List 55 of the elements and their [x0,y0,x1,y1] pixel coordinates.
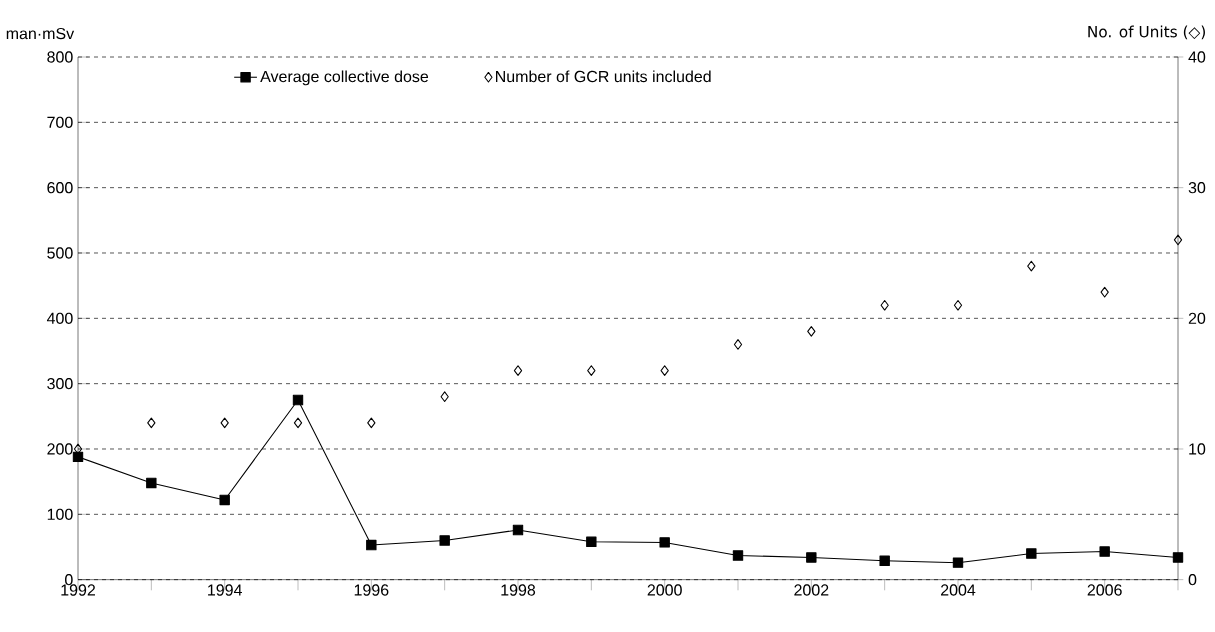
y-axis-title: man·mSv [6,28,75,40]
y2-axis-title: No. of Units (◇) [1088,25,1205,40]
point [733,339,743,350]
point [1099,546,1110,557]
point [293,417,303,429]
point [513,365,523,377]
point [512,524,524,536]
point [659,537,670,548]
point [952,557,964,569]
point [660,365,669,377]
point [1100,287,1109,298]
x-tick-label: 2006 [1087,584,1122,596]
x-tick-label: 1998 [501,584,536,596]
point [1173,234,1183,246]
point [1027,260,1036,272]
point [807,326,816,337]
point [367,417,376,429]
point [587,365,596,377]
point [292,394,304,406]
x-tick-label: 1994 [208,584,242,596]
x-tick-label: 2004 [941,584,976,596]
y-tick-label: 200 [47,443,73,455]
point [439,535,450,546]
y-tick-label: 400 [46,312,73,325]
y-tick-label: 100 [47,508,73,521]
point [220,417,229,429]
y-tick-label: 300 [47,378,73,390]
x-tick-label: 2002 [794,584,829,596]
point [1026,548,1037,559]
point [880,300,889,311]
x-tick-label: 1996 [354,584,389,596]
y-tick-label: 0 [65,574,73,586]
point [953,300,963,311]
y2-tick-label: 0 [1188,574,1197,586]
y2-tick-label: 40 [1188,51,1206,63]
legend-label: Average collective dose [260,70,429,86]
point [806,552,817,563]
y2-tick-label: 30 [1188,182,1206,194]
y2-tick-label: 20 [1188,312,1206,325]
y-tick-label: 600 [47,182,73,194]
y-tick-label: 500 [47,247,73,259]
y-tick-label: 800 [47,51,73,63]
point [732,550,744,561]
point [146,477,157,489]
point [366,540,377,551]
y2-tick-label: 10 [1189,443,1206,455]
point [879,555,890,567]
x-tick-label: 2000 [647,584,682,596]
point [147,417,156,429]
point [440,391,449,403]
legend-label: Number of GCR units included [496,70,711,83]
point [219,494,230,506]
x-tick-label: 1992 [61,584,95,596]
point [586,536,597,548]
y-tick-label: 700 [47,116,73,129]
